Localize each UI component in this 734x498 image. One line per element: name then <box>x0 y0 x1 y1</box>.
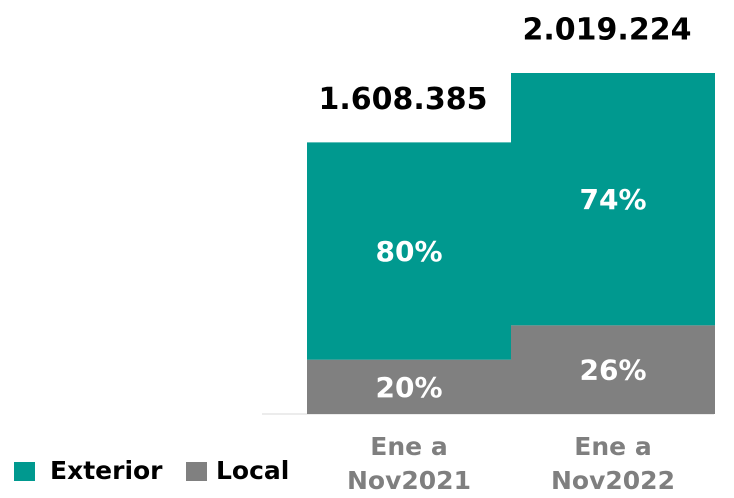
segment-label: 20% <box>375 371 442 404</box>
legend-swatch <box>186 462 207 481</box>
legend-swatch <box>14 462 35 481</box>
segment-label: 80% <box>375 235 442 268</box>
legend-label: Local <box>216 456 289 485</box>
total-label: 1.608.385 <box>319 82 488 117</box>
total-label: 2.019.224 <box>523 13 692 48</box>
bar-segment <box>511 325 715 414</box>
segment-label: 74% <box>579 183 646 216</box>
bar-segment <box>307 142 511 360</box>
segment-label: 26% <box>579 354 646 387</box>
x-tick-label: Ene a Nov2021 <box>347 432 471 495</box>
bar-segment <box>307 359 511 414</box>
bar-segment <box>511 73 715 326</box>
x-tick-label: Ene a Nov2022 <box>551 432 675 495</box>
legend-label: Exterior <box>50 456 163 485</box>
